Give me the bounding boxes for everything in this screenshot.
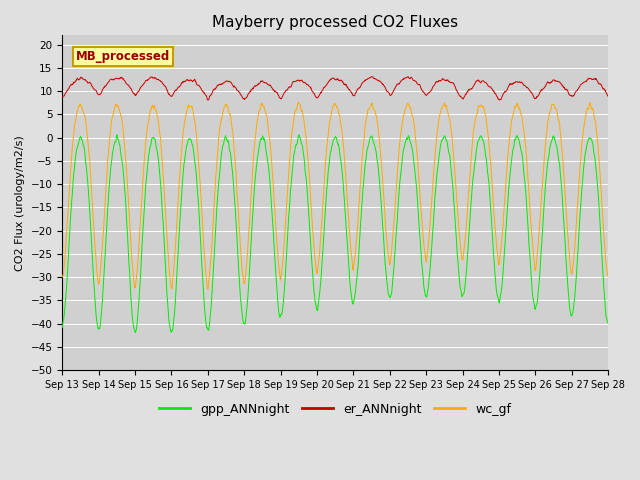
Legend: gpp_ANNnight, er_ANNnight, wc_gf: gpp_ANNnight, er_ANNnight, wc_gf (154, 397, 516, 420)
Text: MB_processed: MB_processed (76, 50, 170, 63)
Y-axis label: CO2 Flux (urology/m2/s): CO2 Flux (urology/m2/s) (15, 135, 25, 271)
Title: Mayberry processed CO2 Fluxes: Mayberry processed CO2 Fluxes (212, 15, 458, 30)
